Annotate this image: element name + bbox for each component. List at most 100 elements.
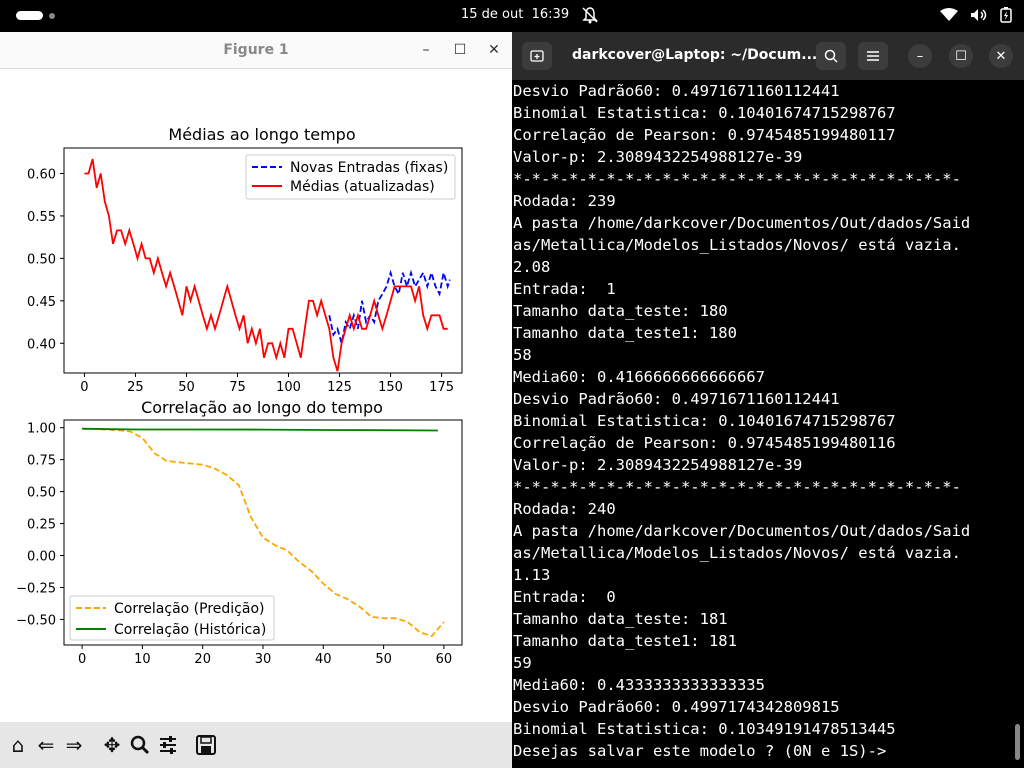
zoom-icon[interactable] (128, 731, 152, 759)
chart-title: Correlação ao longo do tempo (141, 398, 383, 417)
x-tick-label: 60 (436, 652, 453, 667)
terminal-line: Media60: 0.4333333333333335 (513, 676, 765, 694)
save-icon[interactable] (194, 731, 218, 759)
x-tick-label: 75 (229, 380, 246, 395)
terminal-line: Tamanho data_teste: 180 (513, 302, 728, 320)
x-tick-label: 100 (276, 380, 301, 395)
terminal-line: Binomial Estatistica: 0.1040167471529876… (513, 412, 896, 430)
notifications-muted-icon (582, 6, 598, 28)
chart-averages: Médias ao longo tempo 0 25 50 75 100 125 150 17… (27, 125, 463, 395)
x-tick-label: 25 (127, 380, 144, 395)
terminal-scrollbar[interactable] (1015, 724, 1020, 760)
x-tick-label: 175 (429, 380, 454, 395)
terminal-line: Tamanho data_teste1: 180 (513, 324, 737, 342)
figure-titlebar[interactable]: Figure 1 – ☐ ✕ (0, 32, 512, 69)
x-tick-label: 0 (78, 652, 86, 667)
terminal-line: Rodada: 240 (513, 500, 616, 518)
terminal-line: Entrada: 0 (513, 588, 616, 606)
terminal-line: Media60: 0.4166666666666667 (513, 368, 765, 386)
search-button[interactable] (816, 42, 846, 70)
terminal-minimize-button[interactable]: – (908, 44, 932, 68)
terminal-line: *-*-*-*-*-*-*-*-*-*-*-*-*-*-*-*-*-*-*-*-… (513, 170, 961, 188)
chart-title: Médias ao longo tempo (168, 125, 355, 144)
x-tick-label: 0 (80, 380, 88, 395)
x-tick-label: 125 (327, 380, 352, 395)
terminal-line: Correlação de Pearson: 0.974548519948011… (513, 126, 896, 144)
workspace-dot[interactable] (49, 13, 55, 19)
maximize-button[interactable]: ☐ (453, 42, 467, 58)
time-label: 16:39 (531, 7, 570, 22)
x-tick-label: 30 (255, 652, 272, 667)
legend: Novas Entradas (fixas) Médias (atualizad… (245, 154, 456, 200)
system-tray[interactable] (940, 7, 1012, 27)
x-tick-label: 20 (194, 652, 211, 667)
x-tick-label: 150 (378, 380, 403, 395)
terminal-line: 2.08 (513, 258, 551, 276)
series-line-1 (82, 427, 438, 432)
top-bar: 15 de out 16:39 (0, 0, 1024, 32)
terminal-line: A pasta /home/darkcover/Documentos/Out/d… (513, 522, 971, 540)
date-label: 15 de out (461, 7, 524, 22)
y-tick-label: 0.25 (27, 518, 56, 533)
terminal-line: Rodada: 239 (513, 192, 616, 210)
volume-icon (970, 8, 988, 26)
terminal-line: Binomial Estatistica: 0.1034919147851344… (513, 720, 896, 738)
terminal-line: Tamanho data_teste1: 181 (513, 632, 737, 650)
terminal-line: Entrada: 1 (513, 280, 616, 298)
terminal-line: *-*-*-*-*-*-*-*-*-*-*-*-*-*-*-*-*-*-*-*-… (513, 478, 961, 496)
terminal-close-button[interactable]: ✕ (989, 44, 1013, 68)
chart-correlation: Correlação ao longo do tempo 0 10 20 30 40 50… (16, 398, 463, 667)
figure-title: Figure 1 (223, 42, 289, 58)
legend-label: Novas Entradas (fixas) (290, 160, 448, 176)
legend-label: Correlação (Histórica) (114, 622, 266, 638)
legend-label: Médias (atualizadas) (290, 179, 435, 195)
x-tick-label: 40 (315, 652, 332, 667)
home-icon[interactable]: ⌂ (11, 733, 25, 757)
battery-icon (1000, 7, 1012, 27)
minimize-button[interactable]: – (422, 42, 430, 58)
new-tab-button[interactable] (522, 42, 552, 70)
terminal-line: Desejas salvar este modelo ? (0N e 1S)-> (513, 742, 887, 760)
terminal-headerbar[interactable]: darkcover@Laptop: ~/Docum... – ☐ ✕ (512, 32, 1024, 80)
x-tick-label: 50 (375, 652, 392, 667)
legend-label: Correlação (Predição) (114, 601, 264, 617)
y-tick-label: 0.50 (27, 252, 56, 267)
y-tick-label: 0.00 (27, 550, 56, 565)
y-tick-label: −0.50 (16, 613, 56, 628)
wifi-icon (940, 8, 958, 26)
terminal-output[interactable]: Desvio Padrão60: 0.4971671160112441 Binom… (513, 80, 1024, 768)
terminal-line: Binomial Estatistica: 0.1040167471529876… (513, 104, 896, 122)
back-icon[interactable]: ⇐ (37, 733, 55, 757)
terminal-line: 59 (513, 654, 532, 672)
terminal-line: Desvio Padrão60: 0.4997174342809815 (513, 698, 840, 716)
x-tick-label: 50 (178, 380, 195, 395)
figure-canvas: Médias ao longo tempo 0 25 50 75 100 125 150 17… (16, 125, 463, 667)
terminal-line: A pasta /home/darkcover/Documentos/Out/d… (513, 214, 971, 232)
terminal-maximize-button[interactable]: ☐ (949, 44, 973, 68)
y-tick-label: 0.55 (27, 210, 56, 225)
y-tick-label: −0.25 (16, 581, 56, 596)
y-tick-label: 0.50 (27, 486, 56, 501)
terminal-line: 58 (513, 346, 532, 364)
pan-icon[interactable]: ✥ (103, 733, 121, 757)
series-line-0 (328, 269, 451, 344)
series-line-1 (84, 158, 448, 372)
series-line-0 (82, 427, 445, 638)
clock[interactable]: 15 de out 16:39 (461, 7, 569, 22)
configure-icon[interactable] (156, 731, 180, 759)
forward-icon[interactable]: ⇒ (65, 733, 83, 757)
menu-button[interactable] (858, 42, 888, 70)
activities-indicator[interactable] (16, 11, 43, 20)
terminal-line: Correlação de Pearson: 0.974548519948011… (513, 434, 896, 452)
figure-window: Figure 1 – ☐ ✕ Médias ao longo tempo 0 25… (0, 32, 518, 768)
terminal-line: Desvio Padrão60: 0.4971671160112441 (513, 82, 840, 100)
terminal-line: 1.13 (513, 566, 551, 584)
legend: Correlação (Predição) Correlação (Histór… (69, 595, 275, 641)
terminal-line: as/Metallica/Modelos_Listados/Novos/ est… (513, 236, 961, 254)
terminal-line: Tamanho data_teste: 181 (513, 610, 728, 628)
terminal-line: Desvio Padrão60: 0.4971671160112441 (513, 390, 840, 408)
close-button[interactable]: ✕ (488, 42, 500, 58)
y-tick-label: 0.40 (27, 337, 56, 352)
terminal-title: darkcover@Laptop: ~/Docum... (572, 47, 818, 63)
terminal-line: Valor-p: 2.3089432254988127e-39 (513, 148, 803, 166)
